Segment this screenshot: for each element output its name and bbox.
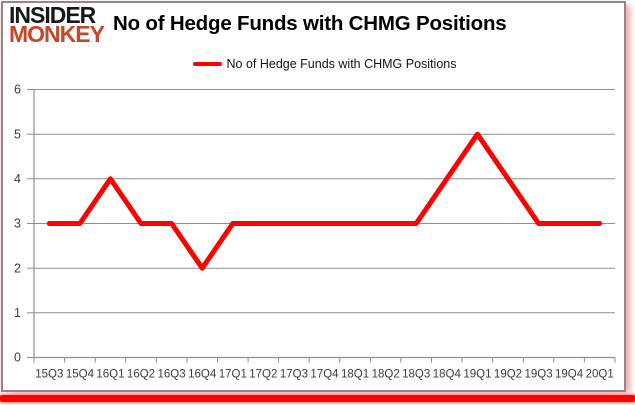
x-tick-label: 18Q4	[433, 369, 462, 381]
x-tick-label: 17Q4	[310, 369, 339, 381]
y-tick-label: 5	[14, 127, 21, 141]
legend-line-marker	[192, 61, 222, 67]
y-tick-label: 4	[14, 172, 21, 186]
x-tick-label: 18Q2	[372, 369, 400, 381]
x-tick-label: 19Q3	[525, 369, 553, 381]
series-line	[46, 131, 603, 271]
y-axis-labels: 0 1 2 3 4 5 6	[14, 83, 21, 365]
x-tick-label: 17Q1	[219, 369, 247, 381]
x-tick-label: 18Q1	[341, 369, 369, 381]
insider-monkey-logo: INSIDER MONKEY	[9, 2, 105, 48]
x-axis-labels: 15Q3 15Q4 16Q1 16Q2 16Q3 16Q4 17Q1 17Q2 17Q3 17Q4…	[35, 369, 614, 381]
x-tick-label: 20Q1	[586, 369, 614, 381]
x-tick-label: 19Q2	[494, 369, 522, 381]
x-tick-label: 15Q3	[35, 369, 63, 381]
y-tick-label: 0	[14, 351, 21, 365]
y-tick-label: 2	[14, 261, 21, 275]
logo-line1: INSIDER	[9, 2, 96, 28]
x-tick-label: 16Q1	[96, 369, 124, 381]
x-axis-ticks	[33, 357, 616, 363]
bottom-red-bar	[0, 395, 635, 402]
x-tick-label: 16Q3	[158, 369, 186, 381]
chart-title: No of Hedge Funds with CHMG Positions	[113, 12, 507, 35]
gridlines	[27, 89, 615, 358]
x-tick-label: 19Q1	[463, 369, 491, 381]
y-tick-label: 1	[14, 306, 21, 320]
legend-series-label: No of Hedge Funds with CHMG Positions	[226, 57, 457, 71]
x-tick-label: 17Q2	[249, 369, 277, 381]
x-tick-label: 16Q2	[127, 369, 155, 381]
x-tick-label: 16Q4	[188, 369, 217, 381]
x-tick-label: 15Q4	[66, 369, 95, 381]
y-tick-label: 3	[14, 217, 21, 231]
x-tick-label: 19Q4	[555, 369, 584, 381]
logo-line2: MONKEY	[9, 21, 105, 48]
y-tick-label: 6	[14, 83, 21, 97]
x-tick-label: 18Q3	[402, 369, 430, 381]
legend: No of Hedge Funds with CHMG Positions	[7, 57, 635, 71]
x-tick-label: 17Q3	[280, 369, 308, 381]
